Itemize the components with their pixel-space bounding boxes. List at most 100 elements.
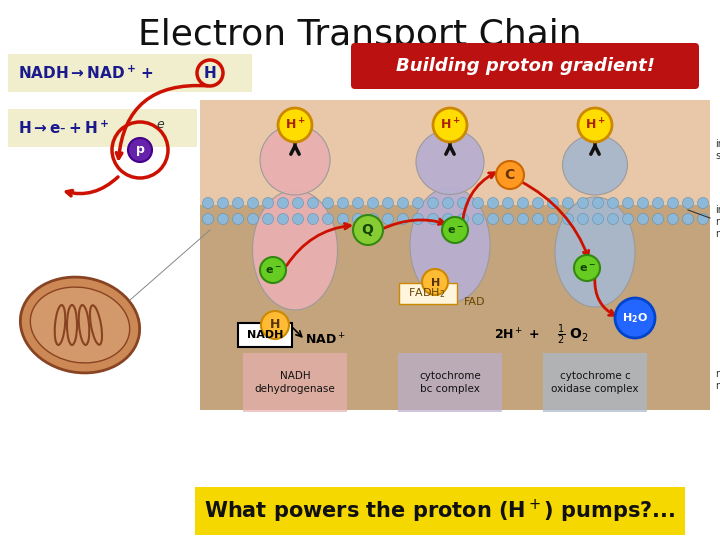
Text: $\mathbf{H_2O}$: $\mathbf{H_2O}$ (622, 311, 648, 325)
Circle shape (698, 198, 708, 208)
Circle shape (292, 213, 304, 225)
Circle shape (233, 213, 243, 225)
Circle shape (457, 213, 469, 225)
Circle shape (353, 198, 364, 208)
Circle shape (562, 213, 574, 225)
Circle shape (217, 213, 228, 225)
Circle shape (202, 213, 214, 225)
Text: e: e (156, 118, 164, 132)
Text: FADH$_2$: FADH$_2$ (408, 286, 446, 300)
Circle shape (518, 198, 528, 208)
Text: p: p (135, 144, 145, 157)
Text: $\mathbf{H}$: $\mathbf{H}$ (203, 65, 217, 81)
Ellipse shape (555, 197, 635, 307)
Circle shape (307, 198, 318, 208)
Circle shape (574, 255, 600, 281)
Text: $\mathbf{e^-}$: $\mathbf{e^-}$ (265, 264, 282, 276)
Text: $\mathbf{H}$: $\mathbf{H}$ (269, 319, 281, 332)
Circle shape (652, 198, 664, 208)
Circle shape (428, 213, 438, 225)
Circle shape (623, 213, 634, 225)
Text: $\mathbf{Q}$: $\mathbf{Q}$ (361, 222, 374, 238)
Circle shape (353, 215, 383, 245)
Ellipse shape (410, 187, 490, 302)
Text: inner
mitochondrial
membrane: inner mitochondrial membrane (715, 205, 720, 239)
Circle shape (683, 213, 693, 225)
Circle shape (547, 213, 559, 225)
Circle shape (413, 198, 423, 208)
Circle shape (248, 198, 258, 208)
Bar (200, 100, 710, 205)
FancyBboxPatch shape (543, 353, 647, 412)
Circle shape (433, 108, 467, 142)
Circle shape (457, 198, 469, 208)
Circle shape (637, 213, 649, 225)
Bar (200, 205, 710, 410)
Circle shape (397, 213, 408, 225)
Ellipse shape (253, 190, 338, 310)
Text: NADH: NADH (247, 330, 283, 340)
Circle shape (323, 198, 333, 208)
Text: intermembrane
space: intermembrane space (715, 139, 720, 161)
Circle shape (422, 269, 448, 295)
Circle shape (698, 213, 708, 225)
Circle shape (367, 198, 379, 208)
Circle shape (637, 198, 649, 208)
Circle shape (277, 213, 289, 225)
Text: mitochondrial
matrix: mitochondrial matrix (715, 369, 720, 391)
Circle shape (278, 108, 312, 142)
FancyBboxPatch shape (398, 282, 456, 303)
FancyBboxPatch shape (238, 323, 292, 347)
FancyBboxPatch shape (243, 353, 347, 412)
Text: $\mathbf{H^+}$: $\mathbf{H^+}$ (440, 117, 460, 133)
Circle shape (608, 213, 618, 225)
Circle shape (382, 198, 394, 208)
Circle shape (353, 213, 364, 225)
Text: $\mathbf{H \rightarrow e\text{-} + H^+}$: $\mathbf{H \rightarrow e\text{-} + H^+}$ (18, 119, 109, 137)
FancyBboxPatch shape (351, 43, 699, 89)
Text: $\mathbf{H^+}$: $\mathbf{H^+}$ (284, 117, 305, 133)
Circle shape (263, 198, 274, 208)
Circle shape (307, 213, 318, 225)
Circle shape (487, 213, 498, 225)
Text: $\mathbf{H^+}$: $\mathbf{H^+}$ (585, 117, 606, 133)
Circle shape (277, 198, 289, 208)
Text: NAD$^+$: NAD$^+$ (305, 332, 346, 348)
Circle shape (338, 213, 348, 225)
Circle shape (593, 213, 603, 225)
Circle shape (683, 198, 693, 208)
FancyBboxPatch shape (8, 54, 252, 92)
Circle shape (496, 161, 524, 189)
Ellipse shape (416, 130, 484, 194)
Circle shape (487, 198, 498, 208)
Circle shape (533, 198, 544, 208)
Text: $\mathbf{e^-}$: $\mathbf{e^-}$ (446, 224, 464, 236)
Circle shape (667, 213, 678, 225)
Circle shape (533, 213, 544, 225)
Text: $\mathbf{H}$: $\mathbf{H}$ (430, 276, 440, 288)
Circle shape (667, 198, 678, 208)
Text: $\frac{1}{2}$ O$_2$: $\frac{1}{2}$ O$_2$ (557, 323, 589, 347)
Circle shape (443, 213, 454, 225)
Circle shape (292, 198, 304, 208)
Circle shape (503, 213, 513, 225)
Text: 2H$^+$ +: 2H$^+$ + (494, 327, 540, 343)
Circle shape (443, 198, 454, 208)
Text: cytochrome c
oxidase complex: cytochrome c oxidase complex (552, 372, 639, 394)
Circle shape (518, 213, 528, 225)
Circle shape (472, 198, 484, 208)
Circle shape (338, 198, 348, 208)
Circle shape (260, 257, 286, 283)
Circle shape (547, 198, 559, 208)
Circle shape (367, 213, 379, 225)
FancyBboxPatch shape (398, 353, 502, 412)
Circle shape (577, 213, 588, 225)
Circle shape (323, 213, 333, 225)
Circle shape (261, 311, 289, 339)
Ellipse shape (562, 135, 628, 195)
Circle shape (472, 213, 484, 225)
Text: cytochrome
bc complex: cytochrome bc complex (419, 372, 481, 394)
Circle shape (578, 108, 612, 142)
Circle shape (202, 198, 214, 208)
Circle shape (428, 198, 438, 208)
